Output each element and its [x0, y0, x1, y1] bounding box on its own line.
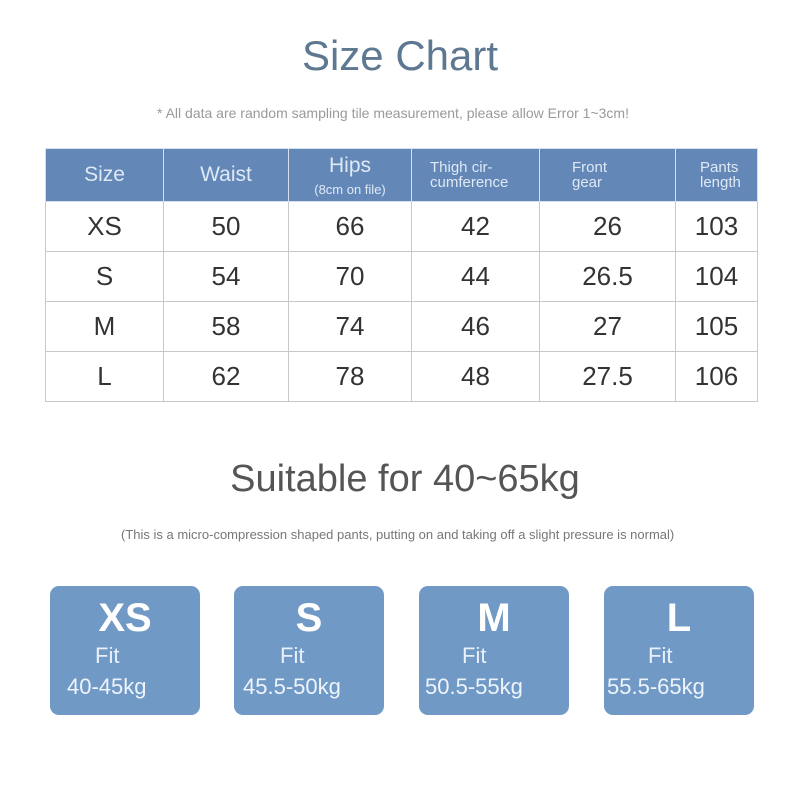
- header-thigh: Thigh cir-cumference: [411, 148, 540, 202]
- card-weight-range: 50.5-55kg: [425, 674, 523, 699]
- cell: 26: [539, 201, 676, 252]
- card-size: L: [666, 596, 692, 640]
- card-fit-label: Fit: [280, 643, 305, 668]
- cell: 106: [675, 351, 758, 402]
- cell: 26.5: [539, 251, 676, 302]
- cell: 62: [163, 351, 289, 402]
- header-pants-line2: length: [700, 174, 741, 191]
- header-hips-label: Hips: [328, 153, 371, 177]
- size-card-l: L Fit 55.5-65kg: [604, 586, 754, 715]
- card-fit-label: Fit: [462, 643, 487, 668]
- size-card-s: S Fit 45.5-50kg: [234, 586, 384, 715]
- header-front-line1: Front: [572, 159, 608, 176]
- header-thigh-line2: cumference: [430, 174, 509, 191]
- cell: 48: [411, 351, 540, 402]
- cell: 103: [675, 201, 758, 252]
- card-fit-label: Fit: [95, 643, 120, 668]
- page-title: Size Chart: [301, 32, 499, 79]
- header-front-line2: gear: [572, 174, 603, 191]
- cell: 46: [411, 301, 540, 352]
- header-hips: Hips (8cm on file): [288, 148, 412, 202]
- cell: 58: [163, 301, 289, 352]
- cell: 42: [411, 201, 540, 252]
- card-weight-range: 40-45kg: [67, 674, 147, 699]
- header-pants-line1: Pants: [700, 159, 739, 176]
- card-size: S: [295, 596, 323, 640]
- card-weight-range: 55.5-65kg: [607, 674, 705, 699]
- table-row: S 54 70 44 26.5 104: [45, 251, 758, 302]
- table-row: XS 50 66 42 26 103: [45, 201, 758, 252]
- cell: 27: [539, 301, 676, 352]
- cell: 105: [675, 301, 758, 352]
- cell: 70: [288, 251, 412, 302]
- cell: S: [45, 251, 164, 302]
- size-card-xs: XS Fit 40-45kg: [50, 586, 200, 715]
- cell: 50: [163, 201, 289, 252]
- header-front-gear: Front gear: [539, 148, 676, 202]
- cell: 54: [163, 251, 289, 302]
- cell: XS: [45, 201, 164, 252]
- card-fit-label: Fit: [648, 643, 673, 668]
- header-thigh-line1: Thigh cir-: [430, 159, 493, 176]
- card-weight-range: 45.5-50kg: [243, 674, 341, 699]
- header-size: Size: [45, 148, 164, 202]
- cell: 27.5: [539, 351, 676, 402]
- table-row: M 58 74 46 27 105: [45, 301, 758, 352]
- cell: 104: [675, 251, 758, 302]
- compression-note: (This is a micro-compression shaped pant…: [121, 527, 675, 542]
- cell: M: [45, 301, 164, 352]
- card-size: M: [477, 596, 511, 640]
- table-row: L 62 78 48 27.5 106: [45, 351, 758, 402]
- size-table: Size Waist Hips (8cm on file) Thigh cir-c…: [45, 148, 758, 402]
- table-header-row: Size Waist Hips (8cm on file) Thigh cir-c…: [45, 148, 758, 202]
- card-size: XS: [98, 596, 152, 640]
- size-card-m: M Fit 50.5-55kg: [419, 586, 569, 715]
- cell: 44: [411, 251, 540, 302]
- cell: 66: [288, 201, 412, 252]
- cell: 74: [288, 301, 412, 352]
- header-waist: Waist: [163, 148, 289, 202]
- header-pants-length: Pants length: [675, 148, 758, 202]
- suitable-weight-heading: Suitable for 40~65kg: [230, 458, 580, 500]
- header-hips-sub: (8cm on file): [314, 181, 386, 197]
- measurement-note: * All data are random sampling tile meas…: [157, 105, 629, 121]
- cell: L: [45, 351, 164, 402]
- cell: 78: [288, 351, 412, 402]
